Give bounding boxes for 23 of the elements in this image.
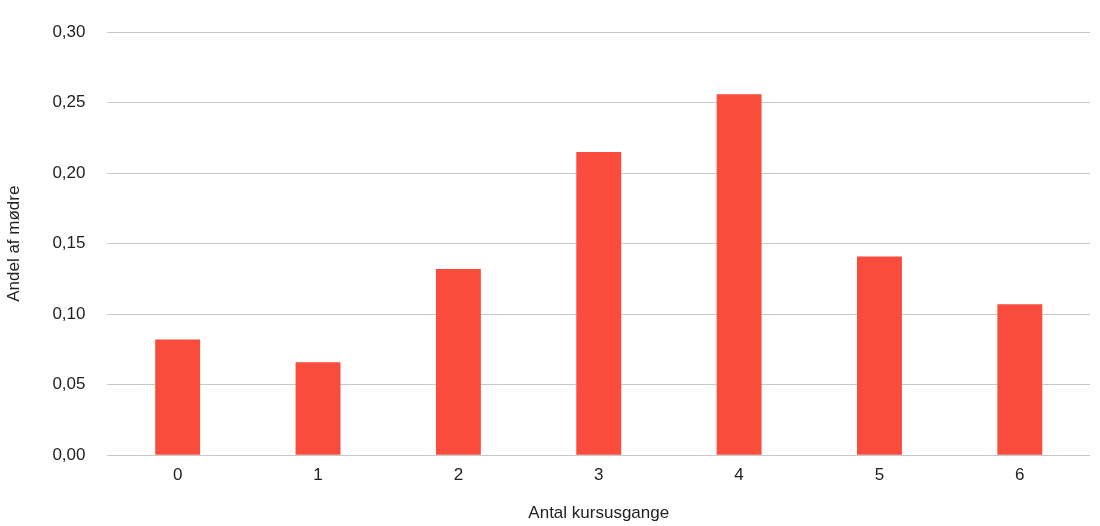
y-tick-label: 0,00 [52, 444, 86, 464]
y-tick-label: 0,10 [52, 303, 86, 323]
x-tick-label: 2 [453, 465, 464, 485]
bar [716, 94, 762, 455]
y-tick-label: 0,05 [52, 374, 86, 394]
y-axis-title: Andel af mødre [3, 185, 23, 302]
y-tick-label: 0,25 [52, 92, 86, 112]
bar [576, 152, 622, 455]
x-tick-label: 0 [172, 465, 183, 485]
y-tick-label: 0,20 [52, 162, 86, 182]
bar [155, 339, 201, 455]
x-axis-title: Antal kursusgange [528, 503, 670, 523]
x-tick-label: 1 [313, 465, 323, 485]
x-tick-label: 4 [734, 465, 744, 485]
x-tick-label: 3 [594, 465, 604, 485]
bar [997, 304, 1043, 455]
x-tick-label: 5 [874, 465, 885, 485]
x-tick-label: 6 [1015, 465, 1025, 485]
bar [435, 269, 481, 455]
y-tick-label: 0,15 [52, 233, 86, 253]
bar [295, 362, 341, 455]
bar [857, 256, 902, 455]
y-tick-label: 0,30 [52, 21, 86, 41]
